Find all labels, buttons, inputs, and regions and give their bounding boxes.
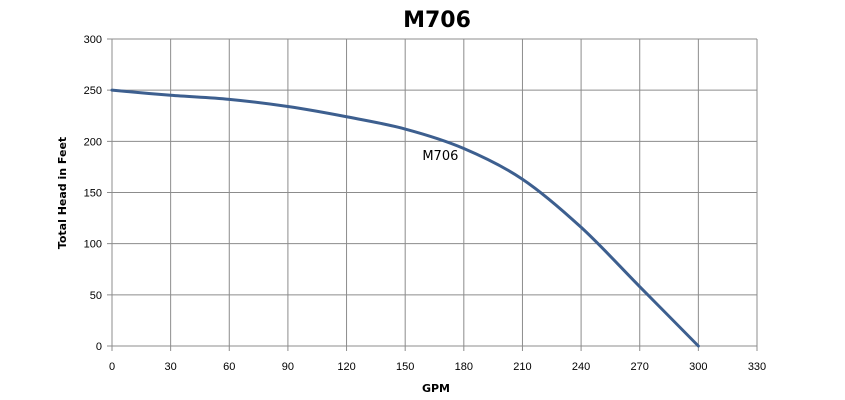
series-label-m706: M706 <box>422 149 458 164</box>
x-tick-label: 210 <box>513 361 531 373</box>
y-tick-label: 300 <box>84 34 102 46</box>
x-tick-label: 240 <box>572 361 590 373</box>
x-tick-label: 270 <box>631 361 649 373</box>
x-tick-label: 330 <box>748 361 766 373</box>
x-tick-label: 60 <box>223 361 235 373</box>
chart-title: M706 <box>403 8 471 33</box>
series-line-m706 <box>110 88 700 348</box>
x-axis-ticks: 0 30 60 90 120 150 180 210 240 270 300 330 <box>109 361 766 373</box>
y-tick-label: 50 <box>90 290 102 302</box>
x-tick-label: 300 <box>689 361 707 373</box>
x-tick-label: 150 <box>396 361 414 373</box>
y-tick-label: 150 <box>84 188 102 200</box>
x-axis-label: GPM <box>422 382 450 395</box>
x-tick-label: 90 <box>282 361 294 373</box>
y-axis-label: Total Head in Feet <box>56 137 69 249</box>
x-tick-label: 180 <box>455 361 473 373</box>
y-tick-label: 250 <box>84 85 102 97</box>
y-tick-label: 0 <box>96 341 102 353</box>
x-tick-label: 30 <box>165 361 177 373</box>
y-tick-label: 200 <box>84 136 102 148</box>
grid <box>107 38 758 351</box>
y-axis-ticks: 0 50 100 150 200 250 300 <box>84 34 102 353</box>
x-tick-label: 120 <box>337 361 355 373</box>
x-tick-label: 0 <box>109 361 115 373</box>
y-tick-label: 100 <box>84 239 102 251</box>
